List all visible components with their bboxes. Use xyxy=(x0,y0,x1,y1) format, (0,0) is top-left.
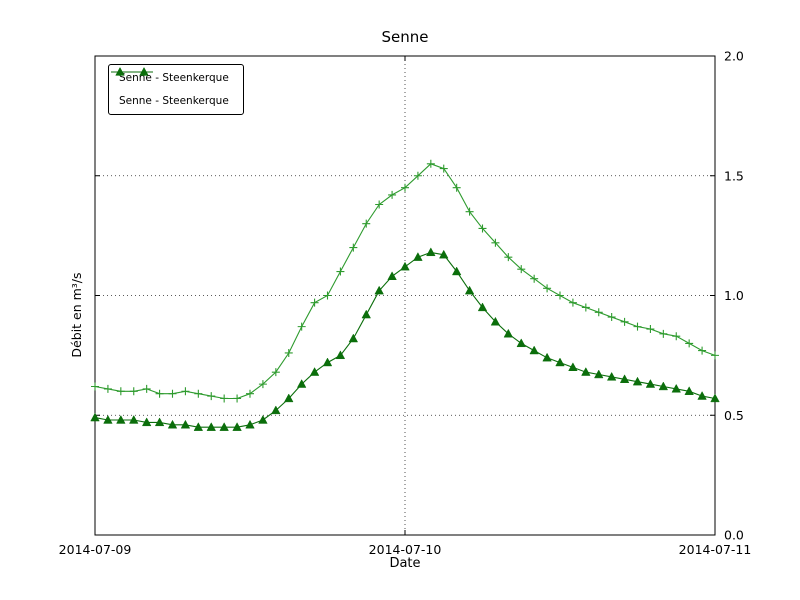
series-2-triangle-markers xyxy=(90,247,720,431)
legend-item-2: Senne - Steenkerque xyxy=(111,66,229,107)
x-axis-label: Date xyxy=(389,556,421,571)
series-1-plus-markers xyxy=(91,159,719,403)
y-axis-label: Débit en m³/s xyxy=(69,272,84,358)
chart-title: Senne xyxy=(381,28,429,46)
x-tick-label-0: 2014-07-09 xyxy=(59,542,132,557)
legend-triangle-marker-0 xyxy=(115,66,125,76)
legend-line-triangle-icon xyxy=(111,66,153,76)
y-tick-label-3: 1.5 xyxy=(724,168,744,183)
legend: Senne - Steenkerque Senne - Steenkerque xyxy=(108,64,244,115)
legend-label-2: Senne - Steenkerque xyxy=(119,95,229,107)
series-1-line xyxy=(94,163,716,400)
legend-triangle-marker-1 xyxy=(139,66,149,76)
y-tick-label-4: 2.0 xyxy=(724,49,744,64)
y-tick-label-0: 0.0 xyxy=(724,528,744,543)
x-tick-label-2: 2014-07-11 xyxy=(679,542,752,557)
y-tick-label-1: 0.5 xyxy=(724,408,744,423)
x-tick-label-1: 2014-07-10 xyxy=(369,542,442,557)
y-tick-label-2: 1.0 xyxy=(724,288,744,303)
